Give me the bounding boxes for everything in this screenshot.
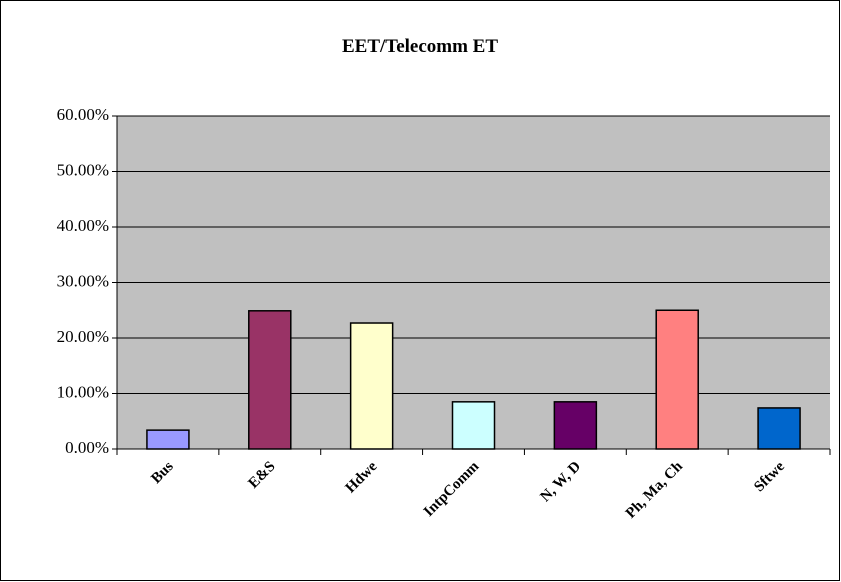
bar [757,407,801,450]
bar [451,401,496,450]
y-tick-label: 10.00% [57,382,109,401]
bar [146,429,190,450]
bar [349,322,394,450]
chart-title: EET/Telecomm ET [342,36,498,57]
bar [248,310,292,450]
bar [553,401,598,450]
y-tick-label: 0.00% [65,438,109,457]
y-tick-label: 60.00% [57,105,109,124]
bar [655,309,699,450]
y-tick-label: 30.00% [57,271,109,290]
y-tick-label: 20.00% [57,327,109,346]
y-tick-label: 50.00% [57,160,109,179]
y-tick-label: 40.00% [57,216,109,235]
